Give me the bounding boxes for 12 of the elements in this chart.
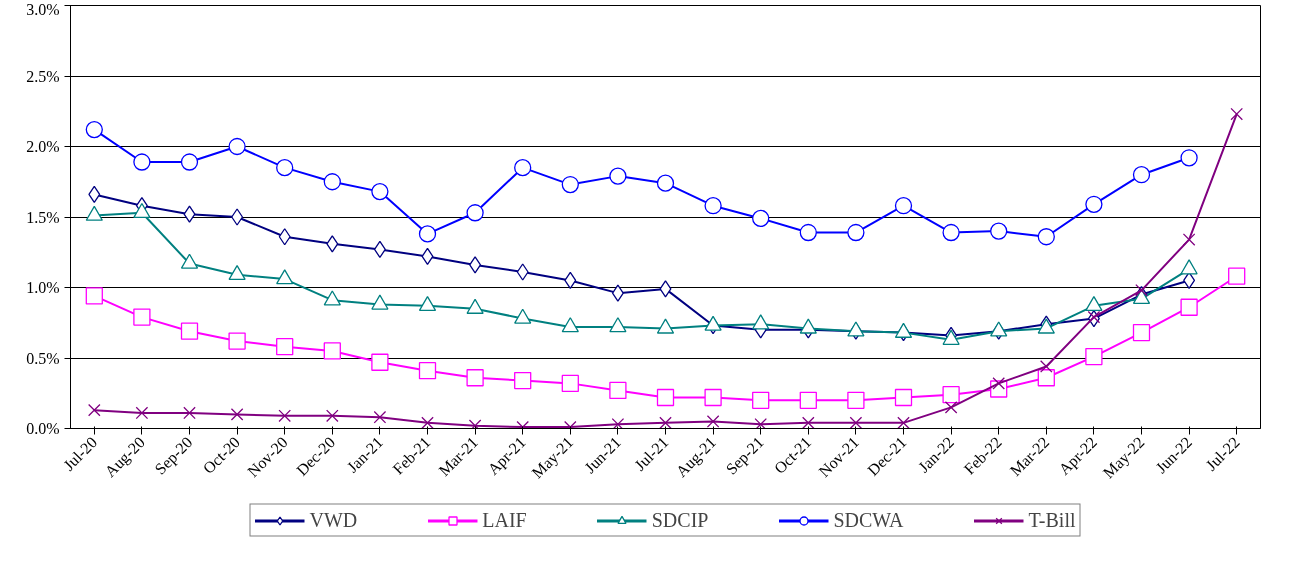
y-tick-label: 2.5% (26, 67, 60, 85)
y-tick-label: 1.5% (26, 208, 60, 226)
y-tick-label: 2.0% (26, 138, 60, 155)
legend-label: SDCWA (833, 508, 904, 532)
legend-label: T-Bill (1028, 508, 1076, 532)
y-tick-label: 0.5% (26, 349, 60, 367)
legend-label: LAIF (482, 508, 527, 532)
y-tick-label: 1.0% (26, 279, 60, 296)
legend-label: VWD (309, 508, 358, 532)
y-tick-label: 3.0% (26, 0, 60, 18)
legend-label: SDCIP (651, 508, 709, 532)
y-tick-label: 0.0% (26, 420, 60, 437)
